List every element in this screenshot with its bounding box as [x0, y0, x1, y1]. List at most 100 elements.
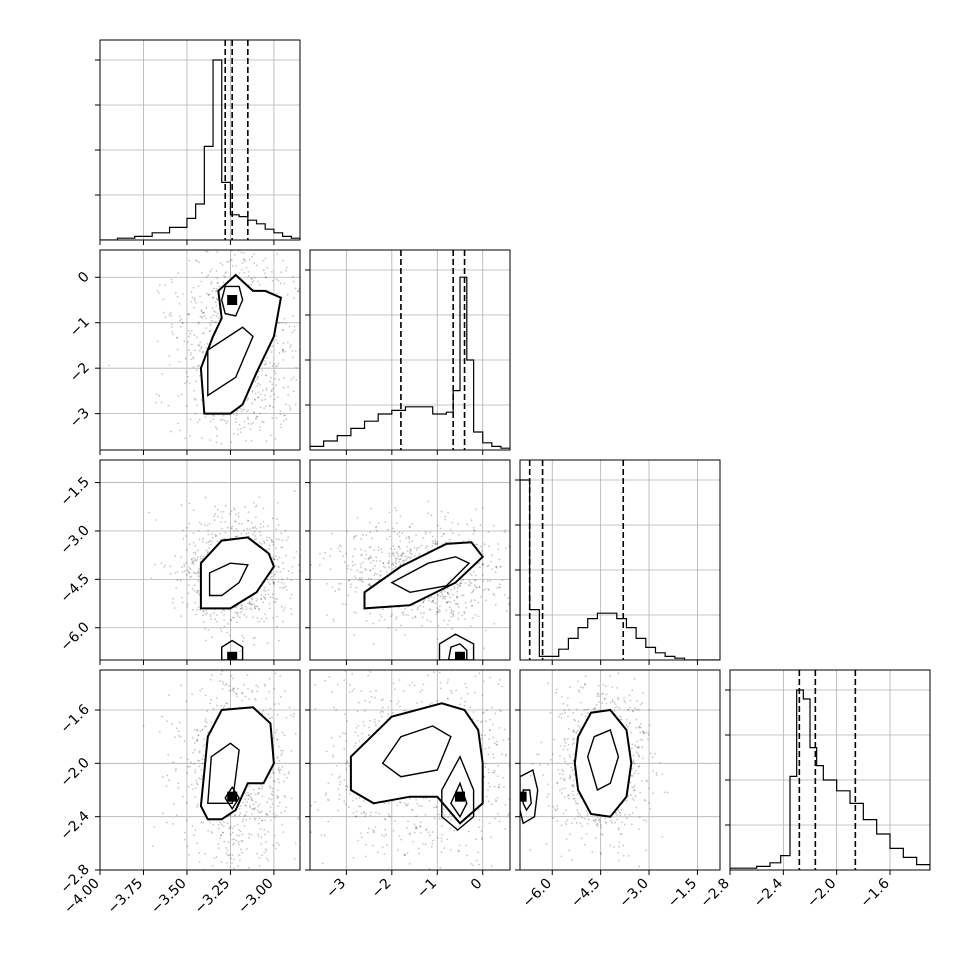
sample-point: [469, 581, 472, 584]
sample-point: [169, 573, 172, 575]
sample-point: [277, 279, 280, 282]
sample-point: [376, 573, 379, 576]
sample-point: [527, 760, 529, 762]
sample-point: [273, 687, 275, 690]
sample-point: [492, 593, 495, 595]
sample-point: [250, 608, 253, 611]
sample-point: [278, 770, 280, 772]
sample-point: [524, 716, 526, 718]
sample-point: [518, 586, 520, 588]
sample-point: [375, 556, 378, 559]
sample-point: [504, 803, 507, 806]
sample-point: [203, 725, 206, 728]
sample-point: [195, 779, 198, 782]
sample-point: [457, 850, 460, 852]
sample-point: [254, 399, 256, 401]
sample-point: [236, 612, 239, 615]
sample-point: [242, 818, 245, 821]
sample-point: [172, 803, 175, 805]
sample-point: [213, 310, 215, 313]
sample-point: [248, 600, 251, 603]
sample-point: [497, 548, 500, 551]
sample-point: [378, 720, 381, 722]
sample-point: [529, 812, 531, 814]
sample-point: [171, 233, 173, 235]
sample-point: [193, 572, 196, 575]
sample-point: [189, 576, 192, 579]
sample-point: [517, 626, 519, 628]
sample-point: [270, 541, 273, 543]
sample-point: [379, 570, 382, 573]
sample-point: [339, 780, 342, 783]
sample-point: [352, 811, 355, 814]
sample-point: [626, 709, 629, 711]
sample-point: [283, 773, 286, 776]
sample-point: [271, 596, 274, 599]
sample-point: [229, 833, 232, 836]
sample-point: [503, 531, 506, 534]
sample-point: [478, 819, 481, 822]
sample-point: [357, 839, 360, 842]
sample-point: [257, 468, 259, 470]
sample-point: [450, 610, 453, 613]
sample-point: [189, 761, 192, 764]
sample-point: [396, 552, 399, 555]
sample-point: [436, 610, 439, 613]
sample-point: [473, 691, 476, 694]
sample-point: [330, 736, 333, 739]
sample-point: [600, 824, 603, 826]
sample-point: [264, 257, 267, 260]
sample-point: [266, 539, 269, 542]
sample-point: [434, 602, 437, 605]
sample-point: [241, 692, 243, 694]
sample-point: [287, 536, 290, 539]
sample-point: [292, 314, 294, 317]
sample-point: [383, 618, 386, 621]
sample-point: [463, 611, 466, 613]
sample-point: [279, 282, 282, 285]
sample-point: [194, 412, 197, 415]
sample-point: [239, 407, 242, 410]
sample-point: [156, 340, 159, 343]
sample-point: [218, 317, 220, 319]
sample-point: [270, 798, 273, 801]
sample-point: [495, 565, 498, 568]
sample-point: [248, 866, 250, 869]
contour: [220, 285, 244, 317]
sample-point: [215, 441, 218, 444]
sample-point: [584, 675, 587, 678]
sample-point: [179, 735, 182, 738]
sample-point: [428, 656, 430, 658]
sample-point: [388, 511, 391, 514]
sample-point: [243, 824, 246, 827]
sample-point: [398, 835, 401, 838]
sample-point: [273, 363, 276, 366]
sample-point: [253, 411, 255, 414]
sample-point: [168, 354, 171, 357]
sample-point: [174, 736, 176, 739]
sample-point: [245, 848, 248, 850]
sample-point: [371, 537, 374, 540]
sample-point: [260, 810, 263, 813]
sample-point: [241, 801, 244, 804]
sample-point: [203, 738, 206, 741]
sample-point: [390, 700, 392, 702]
sample-point: [261, 819, 264, 822]
sample-point: [199, 341, 201, 344]
density-peak: [455, 651, 465, 660]
sample-point: [235, 421, 237, 423]
sample-point: [330, 548, 333, 551]
sample-point: [210, 665, 212, 667]
sample-point: [258, 530, 261, 533]
sample-point: [209, 678, 212, 681]
sample-point: [347, 564, 349, 567]
sample-point: [239, 650, 241, 653]
sample-point: [188, 313, 191, 316]
sample-point: [377, 522, 380, 524]
sample-point: [402, 611, 405, 614]
sample-point: [233, 842, 236, 845]
sample-point: [466, 692, 469, 695]
sample-point: [192, 571, 195, 574]
sample-point: [424, 813, 427, 816]
sample-point: [228, 827, 230, 830]
